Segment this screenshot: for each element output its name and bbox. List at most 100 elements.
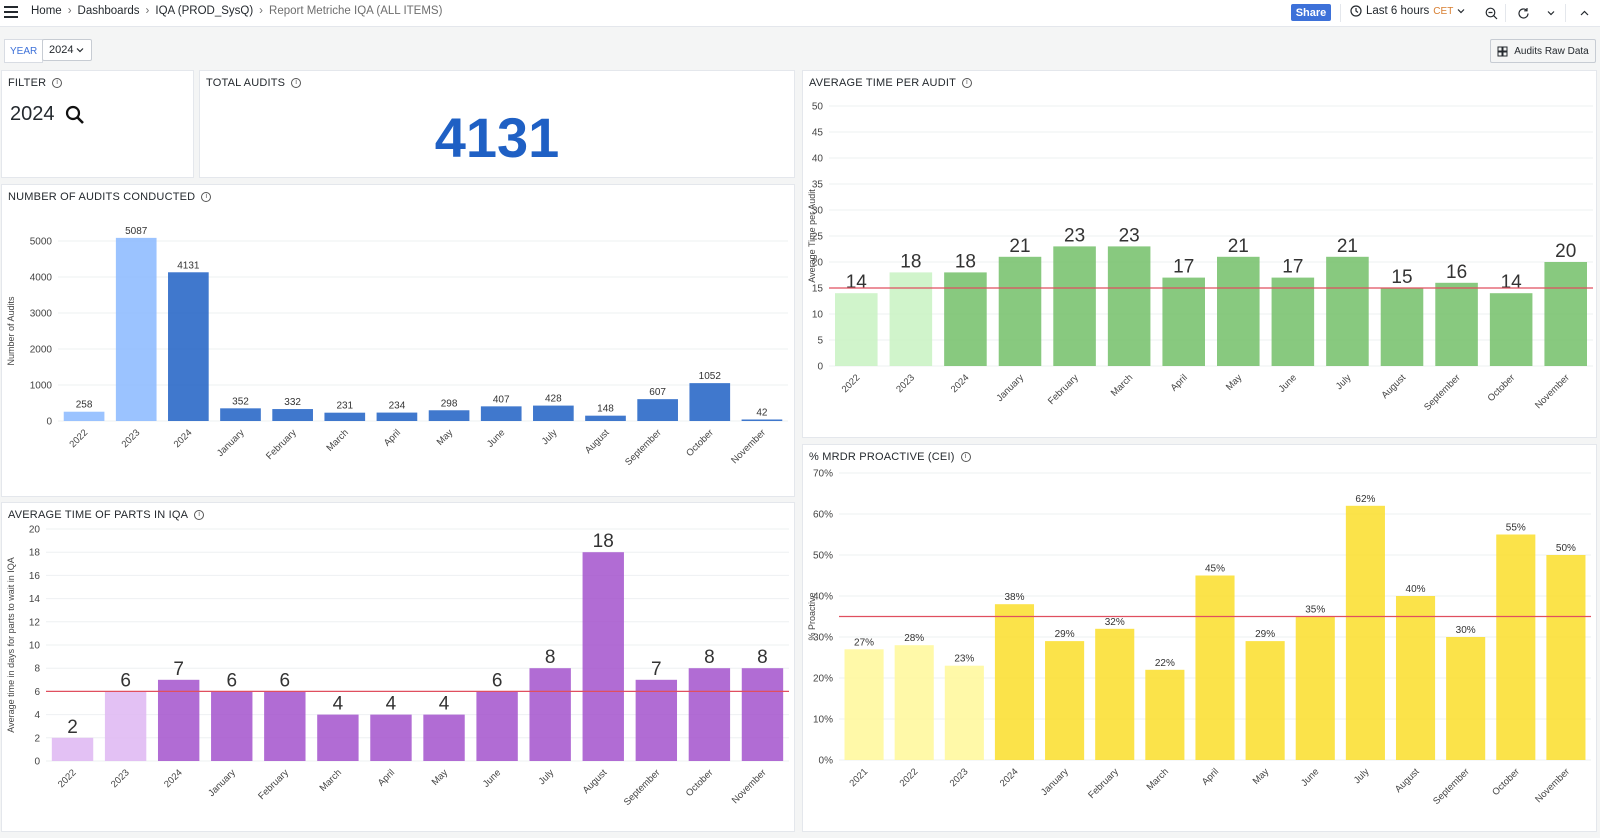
bar-value-label: 14 bbox=[846, 272, 868, 293]
bar bbox=[994, 604, 1035, 760]
bar bbox=[370, 714, 412, 761]
bar-value-label: 6 bbox=[280, 670, 291, 691]
bar bbox=[1053, 246, 1096, 366]
breadcrumb: Home › Dashboards › IQA (PROD_SysQ) › Report M… bbox=[31, 5, 443, 17]
bar-value-label: 607 bbox=[649, 387, 666, 398]
bar-value-label: 22% bbox=[1155, 658, 1175, 669]
refresh-interval-chevron-icon[interactable] bbox=[1542, 4, 1560, 22]
bar-value-label: 18 bbox=[955, 251, 976, 272]
bar-value-label: 23 bbox=[1119, 225, 1140, 246]
x-tick-label: October bbox=[1490, 766, 1522, 798]
bar bbox=[476, 691, 518, 761]
info-icon[interactable]: i bbox=[194, 510, 205, 520]
y-tick-label: 0% bbox=[819, 756, 834, 767]
bar bbox=[376, 412, 418, 421]
info-icon[interactable]: i bbox=[962, 78, 973, 88]
bar-value-label: 29% bbox=[1055, 629, 1075, 640]
x-tick-label: 2022 bbox=[898, 766, 921, 789]
share-button[interactable]: Share bbox=[1291, 4, 1331, 21]
x-tick-label: January bbox=[206, 767, 238, 799]
x-tick-label: 2023 bbox=[120, 427, 143, 450]
y-axis-label: Average time in days for parts to wait i… bbox=[6, 557, 16, 732]
x-tick-label: March bbox=[1109, 372, 1135, 398]
timezone-label: CET bbox=[1433, 5, 1454, 17]
zoom-out-icon[interactable] bbox=[1482, 4, 1500, 22]
bar-value-label: 35% bbox=[1305, 605, 1325, 616]
time-range-picker[interactable]: Last 6 hours CET bbox=[1350, 5, 1465, 17]
x-tick-label: June bbox=[1299, 766, 1321, 788]
y-tick-label: 30 bbox=[812, 206, 824, 217]
year-variable-label: YEAR bbox=[4, 39, 44, 63]
bar bbox=[324, 412, 366, 421]
menu-icon[interactable] bbox=[4, 6, 18, 18]
bar-value-label: 27% bbox=[854, 637, 874, 648]
info-icon[interactable]: i bbox=[201, 192, 212, 202]
x-tick-label: March bbox=[324, 427, 350, 453]
bar-value-label: 2 bbox=[67, 717, 78, 738]
breadcrumb-folder[interactable]: IQA (PROD_SysQ) bbox=[155, 5, 254, 17]
filter-panel: FILTER i 2024 bbox=[1, 70, 194, 178]
bar bbox=[1295, 616, 1335, 760]
x-tick-label: September bbox=[622, 767, 663, 808]
info-icon[interactable]: i bbox=[291, 78, 302, 88]
bar-value-label: 258 bbox=[76, 400, 93, 411]
y-tick-label: 50% bbox=[813, 551, 833, 562]
x-tick-label: 2023 bbox=[948, 766, 971, 789]
audits-conducted-title: NUMBER OF AUDITS CONDUCTED bbox=[8, 191, 196, 203]
info-icon[interactable]: i bbox=[960, 452, 971, 462]
year-select[interactable]: 2024 bbox=[42, 39, 92, 61]
search-icon[interactable] bbox=[65, 105, 85, 125]
x-tick-label: April bbox=[1169, 372, 1190, 393]
bar bbox=[1095, 628, 1135, 760]
x-tick-label: October bbox=[684, 427, 716, 459]
bar bbox=[688, 668, 731, 761]
x-tick-label: July bbox=[540, 427, 560, 447]
x-tick-label: May bbox=[1224, 372, 1245, 393]
info-icon[interactable]: i bbox=[52, 78, 63, 88]
y-tick-label: 1000 bbox=[30, 381, 53, 392]
total-audits-title: TOTAL AUDITS bbox=[206, 77, 286, 89]
bar bbox=[689, 383, 731, 421]
parts-time-chart: 0 2 4 6 8 10 12 14 16 18 20 Average time in days fo… bbox=[6, 525, 789, 808]
bar-value-label: 14 bbox=[1501, 272, 1523, 293]
y-tick-label: 5 bbox=[817, 336, 823, 347]
audits-raw-data-label: Audits Raw Data bbox=[1514, 45, 1589, 57]
bar bbox=[1496, 534, 1536, 760]
y-tick-label: 2 bbox=[34, 733, 40, 744]
x-tick-label: 2024 bbox=[998, 766, 1021, 789]
bar bbox=[1195, 575, 1235, 760]
bar-value-label: 1052 bbox=[699, 371, 722, 382]
bar-value-label: 6 bbox=[226, 670, 237, 691]
y-axis-label: % Proactive bbox=[807, 592, 817, 640]
audits-raw-data-button[interactable]: Audits Raw Data bbox=[1490, 39, 1596, 63]
breadcrumb-home[interactable]: Home bbox=[31, 5, 62, 17]
y-tick-label: 10% bbox=[813, 715, 833, 726]
x-tick-label: 2021 bbox=[847, 766, 870, 789]
x-tick-label: March bbox=[318, 767, 344, 793]
x-tick-label: 2022 bbox=[56, 767, 79, 790]
collapse-chevron-up-icon[interactable] bbox=[1575, 4, 1593, 22]
x-tick-label: September bbox=[623, 427, 664, 468]
y-tick-label: 15 bbox=[812, 284, 824, 295]
bar-value-label: 8 bbox=[757, 647, 768, 668]
x-tick-label: 2023 bbox=[894, 372, 917, 395]
x-tick-label: April bbox=[376, 767, 397, 788]
y-tick-label: 0 bbox=[34, 757, 40, 768]
parts-time-panel: AVERAGE TIME OF PARTS IN IQA i 0 2 4 6 8 10 12 1… bbox=[1, 502, 795, 832]
y-tick-label: 4000 bbox=[30, 273, 53, 284]
x-tick-label: August bbox=[581, 767, 610, 796]
y-tick-label: 35 bbox=[812, 180, 824, 191]
bar bbox=[1380, 288, 1424, 366]
breadcrumb-dashboards[interactable]: Dashboards bbox=[77, 5, 140, 17]
bar-value-label: 6 bbox=[492, 670, 503, 691]
bar bbox=[637, 399, 678, 421]
bar bbox=[1107, 246, 1151, 366]
refresh-icon[interactable] bbox=[1514, 4, 1532, 22]
bar-value-label: 18 bbox=[593, 531, 614, 552]
bar bbox=[635, 679, 678, 761]
chevron-down-icon bbox=[1457, 9, 1465, 14]
bar bbox=[51, 737, 94, 761]
bar-value-label: 38% bbox=[1004, 592, 1024, 603]
bar bbox=[1395, 596, 1436, 760]
bar-value-label: 18 bbox=[900, 251, 921, 272]
